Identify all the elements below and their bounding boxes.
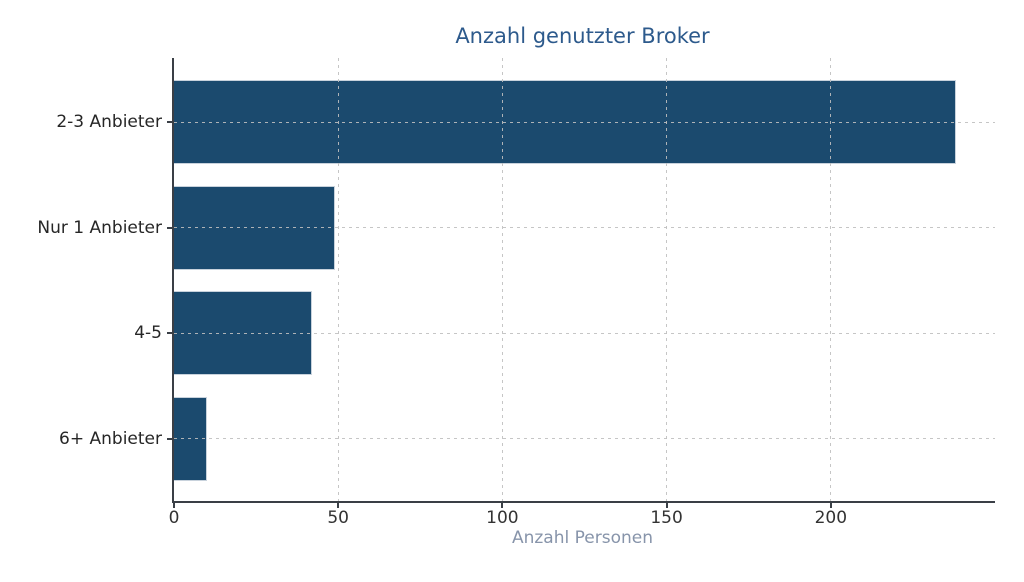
y-tick-mark <box>167 226 172 229</box>
x-tick-mark <box>337 503 340 508</box>
y-gridline <box>174 332 995 334</box>
x-tick-mark <box>665 503 668 508</box>
y-tick-mark <box>167 121 172 123</box>
x-tick-mark <box>173 503 175 508</box>
y-tick-mark <box>167 332 172 334</box>
y-category-label: 2-3 Anbieter <box>56 112 162 132</box>
x-tick-label: 200 <box>814 508 848 528</box>
y-category-label: 4-5 <box>134 323 162 343</box>
x-tick-label: 0 <box>168 508 180 528</box>
x-tick-mark <box>501 503 504 508</box>
x-gridline <box>666 58 668 501</box>
x-gridline <box>830 58 832 501</box>
y-tick-mark <box>167 437 172 440</box>
x-gridline <box>337 58 339 501</box>
x-tick-label: 50 <box>327 508 349 528</box>
y-gridline <box>174 121 995 123</box>
y-category-label: Nur 1 Anbieter <box>37 217 162 238</box>
x-tick-label: 150 <box>650 508 683 528</box>
x-tick-mark <box>829 503 832 508</box>
y-category-label: 6+ Anbieter <box>59 428 162 449</box>
x-tick-label: 100 <box>486 508 519 528</box>
chart-title: Anzahl genutzter Broker <box>455 24 710 48</box>
x-gridline <box>501 58 503 501</box>
plot-area <box>172 58 995 503</box>
y-gridline <box>174 438 995 439</box>
y-gridline <box>174 227 995 228</box>
x-axis-title: Anzahl Personen <box>511 528 653 548</box>
